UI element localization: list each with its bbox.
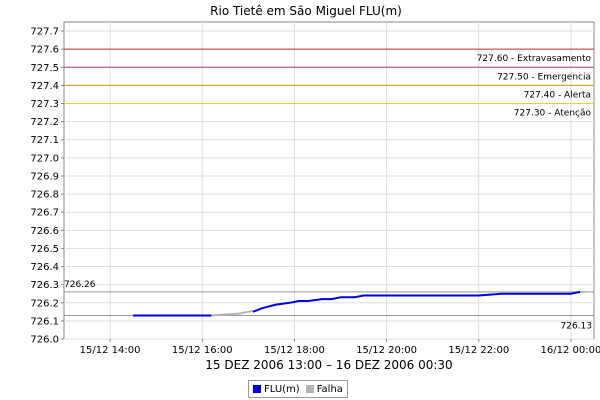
y-tick-label: 726.1 <box>30 316 59 327</box>
x-tick-label: 15/12 22:00 <box>448 345 509 356</box>
y-tick-label: 726.2 <box>30 298 59 309</box>
y-tick-label: 727.6 <box>30 45 59 56</box>
series-line-falha <box>211 309 254 317</box>
y-tick-label: 726.0 <box>30 335 59 346</box>
x-axis-title: 15 DEZ 2006 13:00 – 16 DEZ 2006 00:30 <box>205 358 452 372</box>
x-tick-label: 16/12 00:00 <box>541 345 600 356</box>
x-tick-label: 15/12 14:00 <box>80 345 141 356</box>
y-tick-label: 726.3 <box>30 280 59 291</box>
threshold-lines: 727.60 - Extravasamento 727.50 - Emergenc… <box>64 48 594 331</box>
legend-item-flu: FLU(m) <box>253 384 300 395</box>
threshold-label: 727.40 - Alerta <box>524 90 591 100</box>
reference-label: 726.13 <box>561 321 593 331</box>
y-tick-label: 726.9 <box>30 171 59 182</box>
x-tick-label: 15/12 20:00 <box>356 345 417 356</box>
y-tick-label: 726.4 <box>30 262 59 273</box>
y-axis: 726.0 726.1 726.2 726.3 726.4 726.5 726.6 726.7… <box>30 27 64 346</box>
legend-label-falha: Falha <box>316 383 343 395</box>
chart-title: Rio Tietê em São Miguel FLU(m) <box>210 4 402 18</box>
series-lines <box>133 290 585 317</box>
legend-swatch-flu <box>253 385 261 393</box>
y-tick-label: 727.3 <box>30 99 59 110</box>
x-axis: 15/12 14:00 15/12 16:00 15/12 18:00 15/12 2… <box>80 339 600 356</box>
threshold-label: 727.60 - Extravasamento <box>477 54 592 64</box>
legend-label-flu: FLU(m) <box>264 383 300 395</box>
y-tick-label: 727.5 <box>30 63 59 74</box>
x-tick-label: 15/12 18:00 <box>264 345 325 356</box>
y-tick-label: 726.7 <box>30 208 59 219</box>
plot-area <box>63 21 595 340</box>
y-tick-label: 726.8 <box>30 190 59 201</box>
y-tick-label: 727.2 <box>30 117 59 128</box>
y-tick-label: 727.7 <box>30 27 59 38</box>
legend-swatch-falha <box>305 385 314 393</box>
reference-label: 726.26 <box>64 280 96 290</box>
x-tick-label: 15/12 16:00 <box>172 345 233 356</box>
y-tick-label: 726.5 <box>30 244 59 255</box>
threshold-label: 727.50 - Emergencia <box>497 72 591 82</box>
series-line-flu <box>252 290 581 313</box>
y-tick-label: 727.4 <box>30 81 59 92</box>
y-tick-label: 727.0 <box>30 153 59 164</box>
y-tick-label: 727.1 <box>30 135 59 146</box>
y-tick-label: 726.6 <box>30 226 59 237</box>
threshold-label: 727.30 - Atenção <box>514 109 592 119</box>
legend-item-falha: Falha <box>305 383 343 395</box>
legend: FLU(m) Falha <box>248 380 348 398</box>
